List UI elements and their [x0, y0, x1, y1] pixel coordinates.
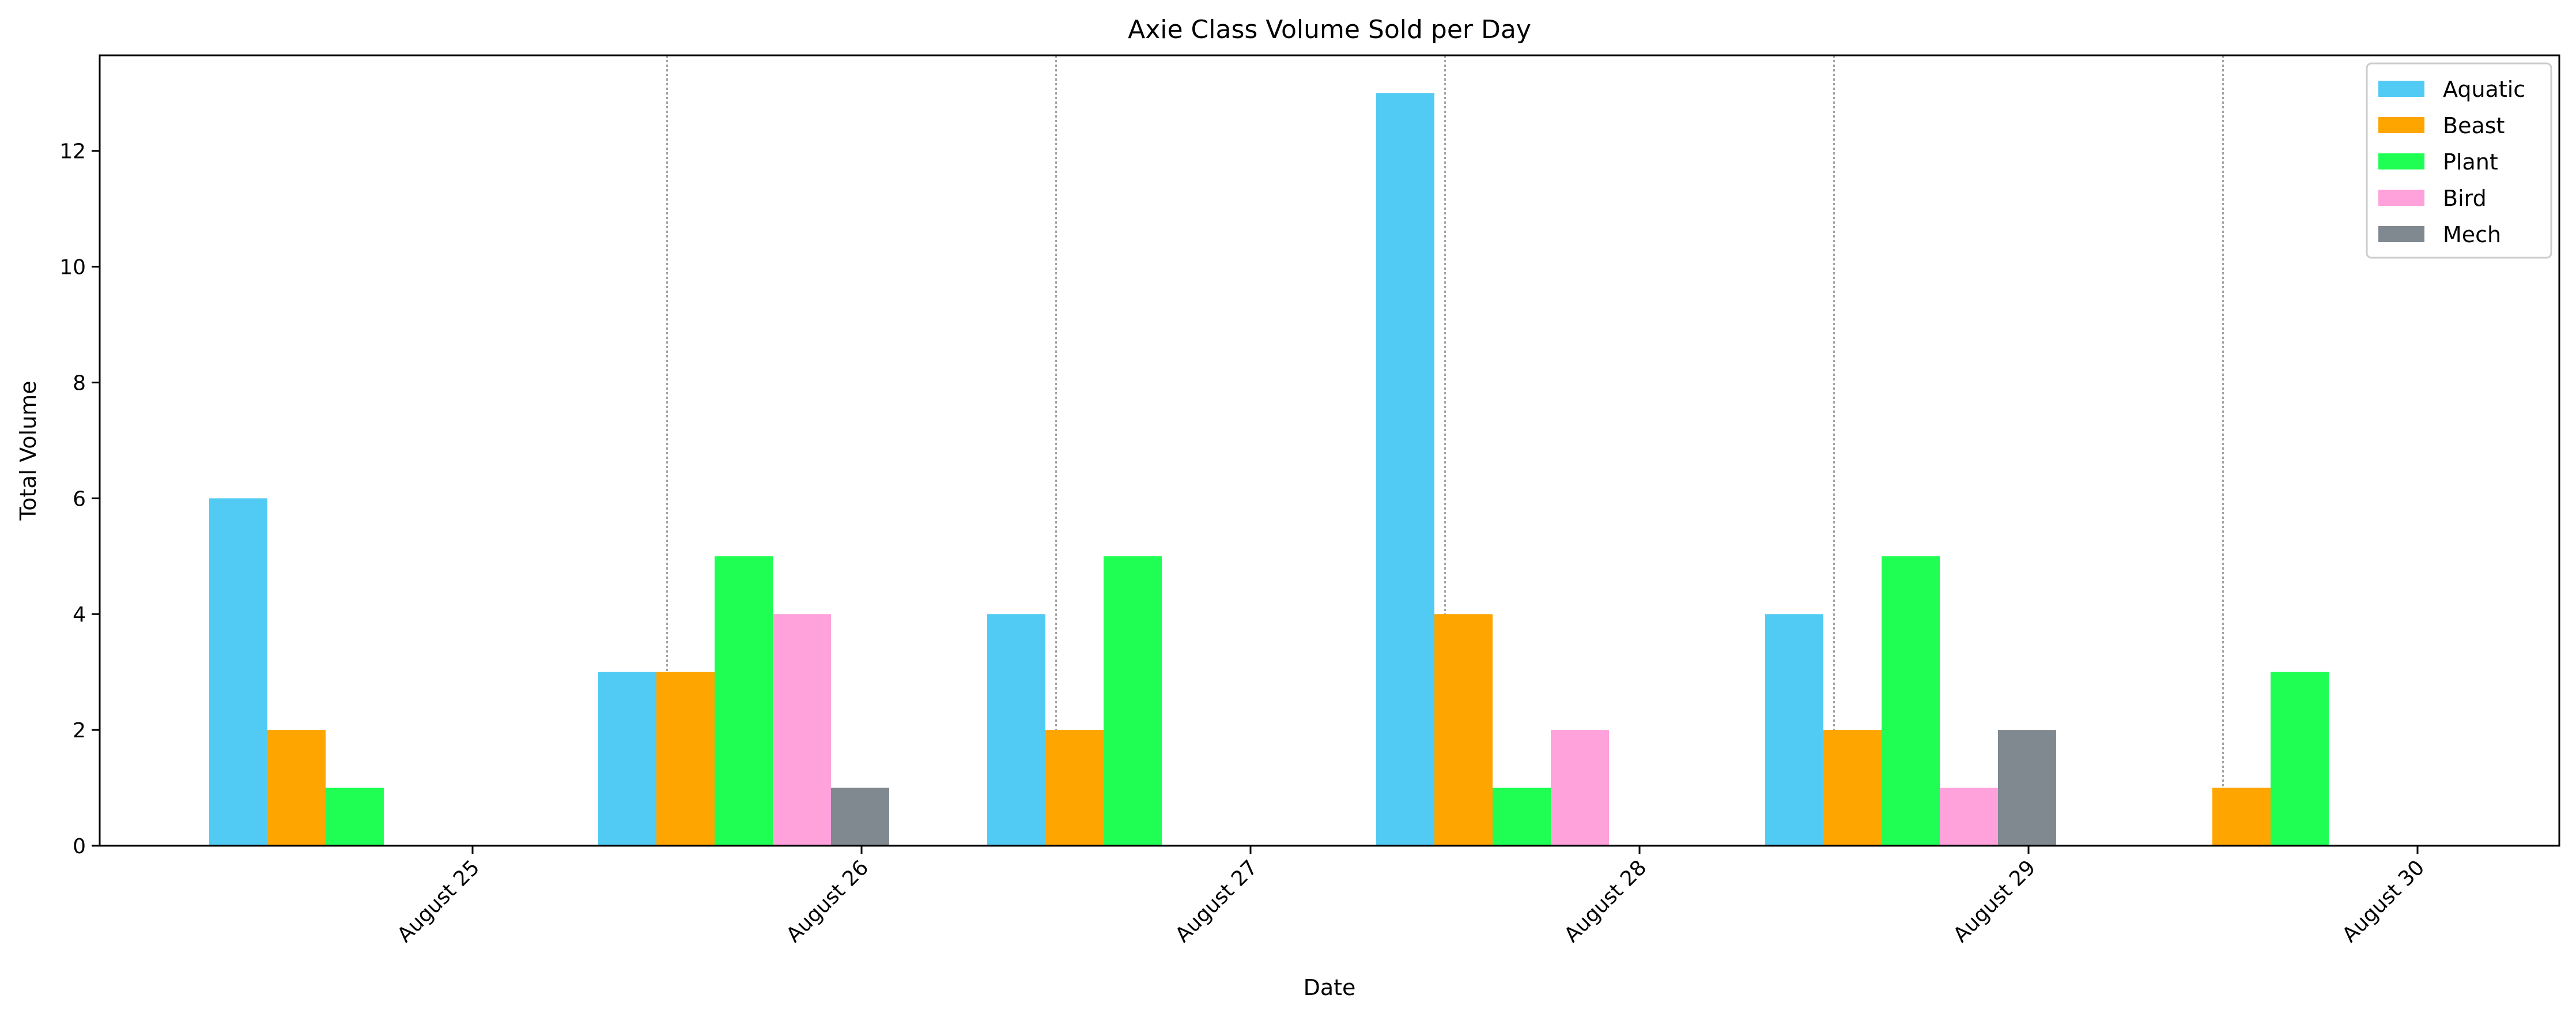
bar-beast-1 [656, 672, 715, 846]
y-tick-label: 12 [59, 140, 86, 164]
legend-label-aquatic: Aquatic [2443, 77, 2525, 102]
legend-swatch-beast [2378, 117, 2424, 133]
x-tick-label: August 27 [1171, 856, 1263, 947]
chart-title: Axie Class Volume Sold per Day [1128, 15, 1531, 44]
x-tick-label: August 25 [393, 856, 485, 947]
y-tick-label: 2 [73, 719, 86, 743]
bar-beast-2 [1045, 730, 1104, 846]
legend-swatch-plant [2378, 153, 2424, 169]
legend-box [2366, 62, 2552, 259]
bar-mech-4 [1998, 730, 2056, 846]
x-axis-label: Date [1304, 975, 1356, 1000]
legend-swatch-bird [2378, 190, 2424, 206]
bar-aquatic-3 [1376, 93, 1434, 846]
bar-plant-1 [715, 556, 773, 846]
legend-label-plant: Plant [2443, 149, 2498, 175]
y-tick-label: 10 [59, 256, 86, 280]
legend-swatch-aquatic [2378, 81, 2424, 97]
x-tick-label: August 26 [782, 856, 874, 947]
legend-label-bird: Bird [2443, 186, 2487, 211]
bar-plant-5 [2271, 672, 2329, 846]
bar-aquatic-2 [987, 614, 1045, 846]
bar-aquatic-0 [209, 498, 267, 846]
x-tick-label: August 29 [1949, 856, 2041, 947]
x-tick-label: August 28 [1560, 856, 1652, 947]
y-tick-label: 6 [73, 487, 86, 511]
y-tick-label: 0 [73, 835, 86, 858]
bar-bird-4 [1940, 788, 1998, 846]
bar-bird-1 [773, 614, 831, 846]
bar-aquatic-4 [1765, 614, 1823, 846]
bar-beast-4 [1823, 730, 1882, 846]
bar-plant-2 [1104, 556, 1162, 846]
legend-swatch-mech [2378, 226, 2424, 242]
bar-bird-3 [1551, 730, 1609, 846]
plot-frame [99, 54, 2560, 847]
bars [209, 93, 2329, 846]
bar-mech-1 [831, 788, 889, 846]
x-tick-label: August 30 [2338, 856, 2430, 947]
bar-beast-5 [2212, 788, 2271, 846]
bar-plant-4 [1882, 556, 1940, 846]
bar-aquatic-1 [598, 672, 656, 846]
x-axis: August 25 August 26 August 27 August 28 Augu… [393, 846, 2430, 947]
y-axis: 0 2 4 6 8 10 12 [59, 140, 100, 858]
y-tick-label: 4 [73, 603, 86, 627]
bar-plant-0 [326, 788, 384, 846]
legend: Aquatic Beast Plant Bird Mech [2366, 62, 2552, 259]
legend-label-mech: Mech [2443, 222, 2501, 247]
bar-beast-0 [267, 730, 326, 846]
bar-plant-3 [1493, 788, 1551, 846]
y-tick-label: 8 [73, 371, 86, 395]
legend-label-beast: Beast [2443, 113, 2505, 138]
bar-beast-3 [1434, 614, 1493, 846]
y-axis-label: Total Volume [16, 380, 41, 521]
